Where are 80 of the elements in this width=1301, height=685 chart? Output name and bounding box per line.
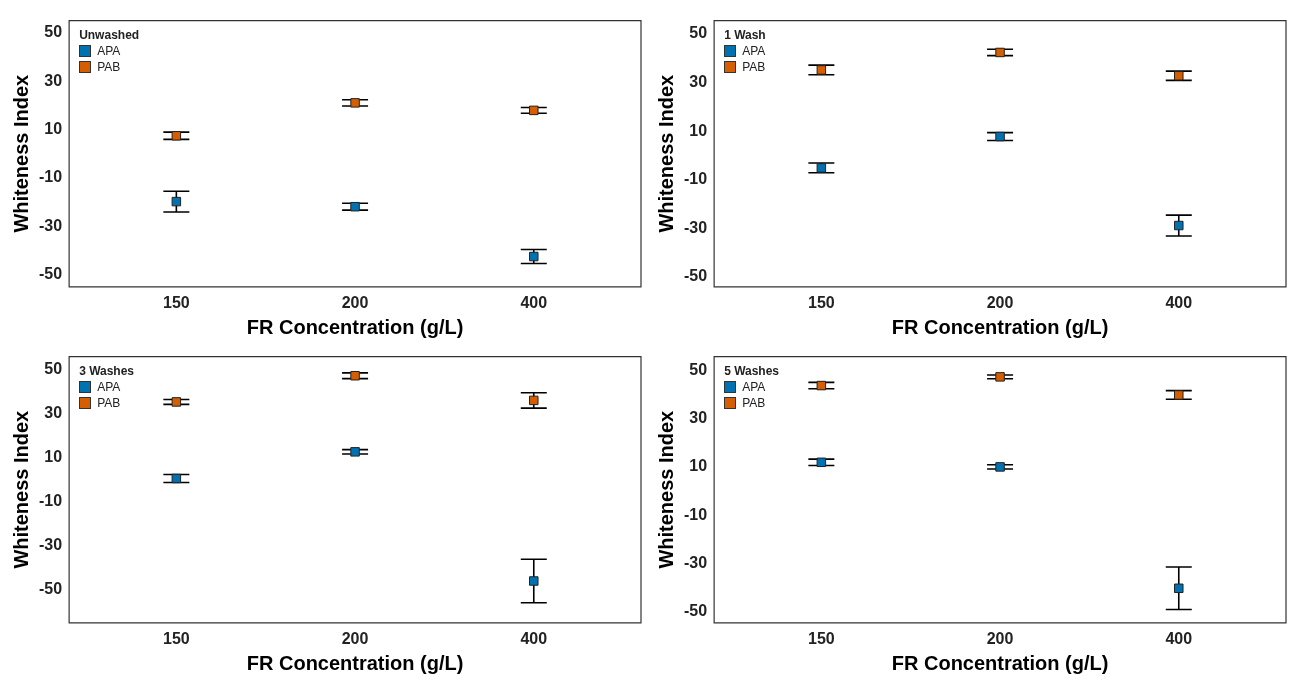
legend-title: 5 Washes bbox=[724, 362, 780, 379]
x-axis-title: FR Concentration (g/L) bbox=[891, 651, 1109, 674]
point bbox=[350, 371, 360, 381]
y-tick-label: 50 bbox=[44, 23, 63, 41]
legend-label: APA bbox=[742, 42, 766, 59]
x-tick-label: 150 bbox=[808, 293, 835, 311]
y-tick-label: -30 bbox=[684, 218, 708, 236]
point bbox=[1174, 71, 1184, 81]
x-tick-label: 150 bbox=[163, 629, 190, 647]
point bbox=[995, 462, 1005, 472]
legend-label: APA bbox=[97, 378, 121, 395]
y-tick-label: -50 bbox=[39, 580, 63, 598]
y-tick-label: 10 bbox=[44, 119, 63, 137]
y-tick-label: -10 bbox=[39, 492, 63, 510]
y-tick-label: 10 bbox=[689, 457, 708, 475]
legend-title: 1 Wash bbox=[724, 26, 766, 43]
x-tick-label: 400 bbox=[520, 293, 548, 311]
legend-label: PAB bbox=[97, 394, 121, 411]
y-tick-label: -10 bbox=[684, 170, 708, 188]
y-axis-title: Whiteness Index bbox=[654, 410, 677, 569]
y-tick-label: 10 bbox=[44, 448, 63, 466]
point bbox=[816, 163, 827, 173]
x-axis-title: FR Concentration (g/L) bbox=[891, 315, 1109, 338]
point bbox=[171, 473, 182, 484]
point bbox=[529, 395, 539, 406]
x-tick-label: 200 bbox=[341, 293, 369, 311]
y-tick-label: 30 bbox=[689, 73, 708, 90]
y-tick-label: -10 bbox=[39, 168, 63, 186]
y-tick-label: 50 bbox=[689, 360, 708, 378]
y-tick-label: -30 bbox=[684, 553, 708, 571]
y-tick-label: -30 bbox=[39, 216, 63, 234]
y-tick-label: 10 bbox=[689, 121, 708, 139]
point bbox=[529, 576, 539, 586]
legend-title: Unwashed bbox=[79, 26, 140, 43]
point bbox=[350, 447, 360, 457]
y-tick-label: -50 bbox=[39, 265, 63, 283]
point bbox=[1174, 220, 1184, 231]
point bbox=[529, 251, 539, 262]
point bbox=[171, 131, 182, 141]
legend-label: PAB bbox=[97, 58, 121, 75]
x-tick-label: 200 bbox=[986, 293, 1014, 311]
y-tick-label: 30 bbox=[44, 71, 63, 89]
point bbox=[816, 380, 827, 391]
legend-label: APA bbox=[742, 378, 766, 395]
point bbox=[995, 131, 1005, 142]
x-axis-title: FR Concentration (g/L) bbox=[246, 651, 464, 674]
y-tick-label: -10 bbox=[684, 505, 708, 523]
point bbox=[995, 47, 1005, 58]
y-tick-label: -50 bbox=[684, 267, 708, 285]
point bbox=[816, 457, 827, 468]
point bbox=[350, 201, 360, 212]
x-tick-label: 400 bbox=[1165, 293, 1193, 311]
y-tick-label: 50 bbox=[44, 360, 63, 378]
y-tick-label: 30 bbox=[689, 409, 708, 427]
legend-label: PAB bbox=[742, 58, 766, 75]
y-axis-title: Whiteness Index bbox=[9, 410, 32, 569]
legend-title: 3 Washes bbox=[79, 362, 135, 379]
x-tick-label: 150 bbox=[808, 629, 835, 647]
point bbox=[1174, 583, 1184, 594]
y-tick-label: -30 bbox=[39, 536, 63, 554]
y-tick-label: -50 bbox=[684, 602, 708, 620]
legend-label: APA bbox=[97, 42, 121, 59]
x-tick-label: 200 bbox=[986, 629, 1014, 647]
y-axis-title: Whiteness Index bbox=[9, 74, 32, 233]
y-axis-title: Whiteness Index bbox=[654, 74, 677, 233]
x-tick-label: 400 bbox=[520, 629, 548, 647]
point bbox=[350, 98, 360, 108]
point bbox=[171, 397, 182, 407]
y-tick-label: 30 bbox=[44, 404, 63, 422]
x-tick-label: 150 bbox=[163, 293, 190, 311]
x-tick-label: 200 bbox=[341, 629, 369, 647]
y-tick-label: 50 bbox=[689, 24, 708, 42]
x-axis-title: FR Concentration (g/L) bbox=[246, 315, 464, 338]
point bbox=[529, 105, 539, 116]
x-tick-label: 400 bbox=[1165, 629, 1193, 647]
point bbox=[1174, 390, 1184, 400]
point bbox=[171, 196, 182, 207]
legend-label: PAB bbox=[742, 394, 766, 411]
point bbox=[816, 65, 827, 75]
point bbox=[995, 372, 1005, 382]
